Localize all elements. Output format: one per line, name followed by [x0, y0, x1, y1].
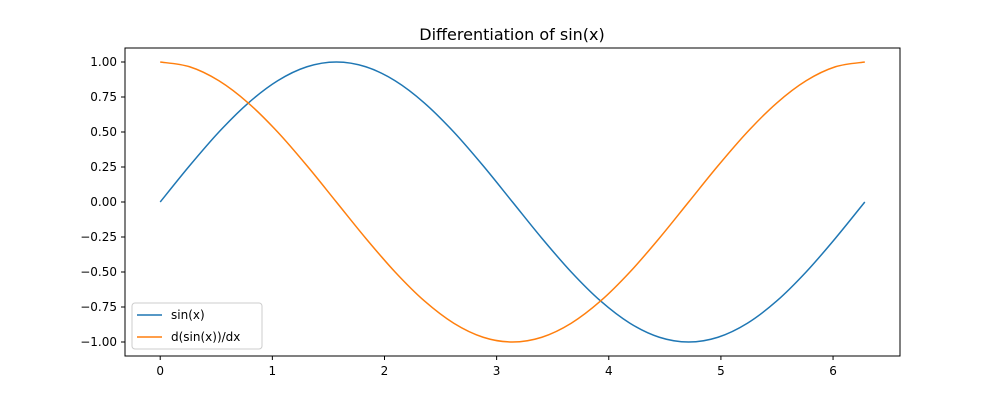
x-tick-label: 2	[381, 364, 389, 378]
x-tick-label: 6	[829, 364, 837, 378]
y-tick-label: 0.50	[90, 125, 117, 139]
x-tick-label: 4	[605, 364, 613, 378]
x-tick-label: 0	[156, 364, 164, 378]
series-line-0	[159, 61, 866, 343]
y-tick-label: 0.00	[90, 195, 117, 209]
y-tick-label: −0.75	[80, 300, 117, 314]
y-tick-label: −0.25	[80, 230, 117, 244]
legend: sin(x) d(sin(x))/dx	[131, 302, 263, 350]
x-axis: 0 1 2 3 4 5 6	[156, 356, 837, 378]
series-line-1	[160, 61, 865, 343]
legend-label-1: d(sin(x))/dx	[171, 330, 240, 344]
chart-title: Differentiation of sin(x)	[419, 25, 604, 44]
y-tick-label: −0.50	[80, 265, 117, 279]
y-tick-label: −1.00	[80, 335, 117, 349]
y-tick-label: 0.25	[90, 160, 117, 174]
y-axis: −1.00 −0.75 −0.50 −0.25 0.00 0.25 0.50 0.75 1.00	[80, 55, 125, 349]
x-tick-label: 1	[269, 364, 277, 378]
x-tick-label: 5	[717, 364, 725, 378]
y-tick-label: 1.00	[90, 55, 117, 69]
y-tick-label: 0.75	[90, 90, 117, 104]
legend-label-0: sin(x)	[171, 308, 205, 322]
series-layer	[159, 61, 866, 343]
legend-box	[131, 302, 263, 350]
x-tick-label: 3	[493, 364, 501, 378]
